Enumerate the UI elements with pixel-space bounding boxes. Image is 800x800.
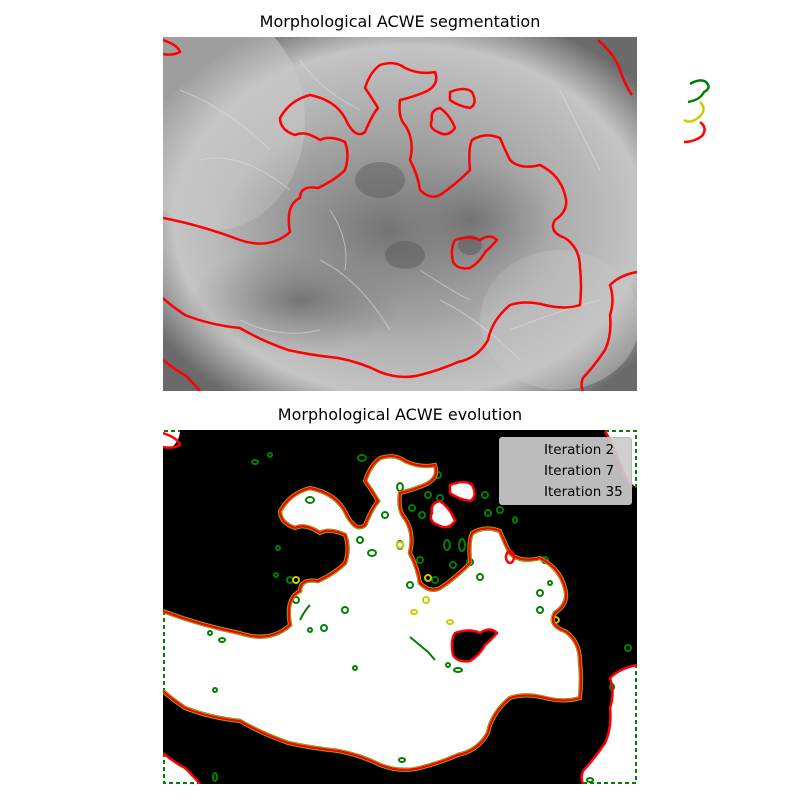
legend-glyph — [684, 80, 709, 142]
legend-item-iteration-7: Iteration 7 — [544, 462, 614, 480]
legend-item-iteration-2: Iteration 2 — [544, 441, 614, 459]
segmentation-image — [125, 10, 640, 391]
legend: Iteration 2 Iteration 7 Iteration 35 — [499, 437, 632, 505]
legend-item-iteration-35: Iteration 35 — [544, 483, 623, 501]
